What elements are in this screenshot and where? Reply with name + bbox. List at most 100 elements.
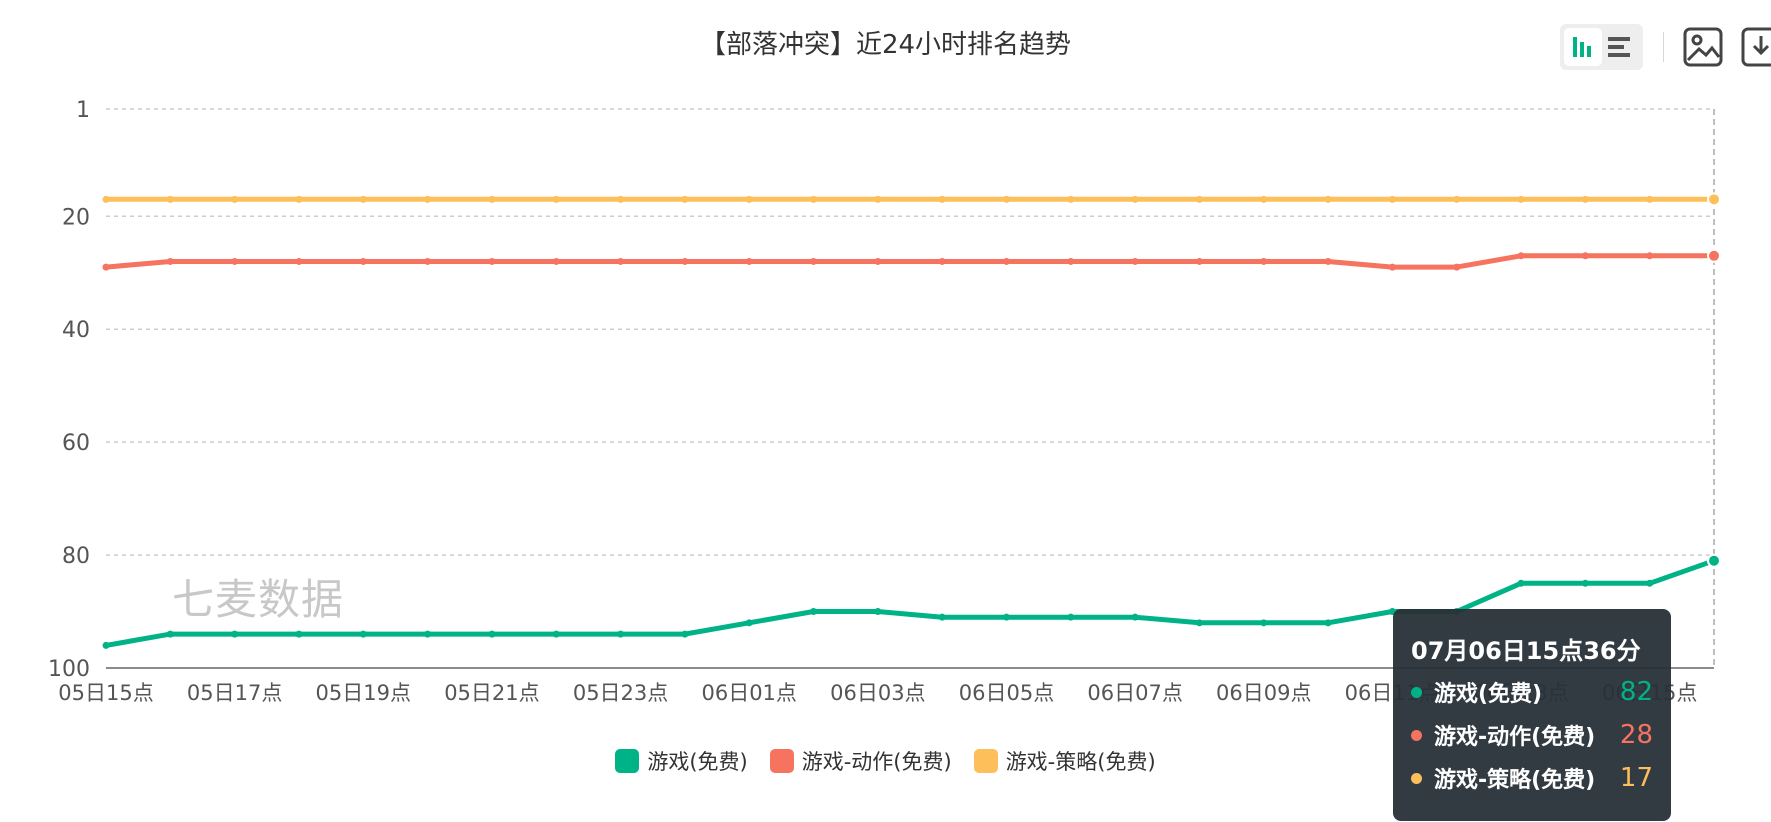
x-tick-label: 05日15点 (58, 681, 153, 705)
save-image-button[interactable] (1682, 26, 1724, 68)
legend-item-strategy-games[interactable]: 游戏-策略(免费) (973, 746, 1156, 776)
data-point (166, 195, 174, 203)
data-point (810, 257, 818, 265)
data-point (359, 257, 367, 265)
data-point (1517, 252, 1525, 260)
data-point (552, 630, 560, 638)
data-point (1388, 195, 1396, 203)
y-tick-label: 100 (48, 657, 90, 682)
legend-item-free-games[interactable]: 游戏(免费) (615, 746, 748, 776)
data-point (1581, 579, 1589, 587)
chart-type-toggle (1560, 24, 1643, 70)
data-point (102, 641, 110, 649)
data-point (166, 257, 174, 265)
data-point (745, 619, 753, 627)
tooltip-row: 游戏-动作(免费) 28 (1411, 720, 1653, 750)
data-point (617, 257, 625, 265)
data-point (874, 195, 882, 203)
y-tick-label: 20 (62, 205, 90, 230)
data-point (1131, 613, 1139, 621)
data-point (1707, 192, 1721, 207)
tooltip-series-name: 游戏-动作(免费) (1434, 725, 1596, 750)
image-icon (1683, 27, 1723, 67)
data-point (488, 195, 496, 203)
data-point (745, 257, 753, 265)
data-point (1260, 257, 1268, 265)
data-point (1002, 613, 1010, 621)
data-point (681, 630, 689, 638)
data-point (1195, 195, 1203, 203)
y-tick-label: 40 (62, 318, 90, 343)
data-point (231, 195, 239, 203)
data-point (295, 257, 303, 265)
legend-label: 游戏(免费) (647, 750, 748, 774)
list-view-button[interactable] (1601, 28, 1639, 66)
data-point (1517, 195, 1525, 203)
data-point (1131, 195, 1139, 203)
tooltip-dot (1411, 729, 1422, 741)
data-point (1067, 195, 1075, 203)
data-point (424, 257, 432, 265)
data-point (1195, 619, 1203, 627)
data-point (1517, 579, 1525, 587)
data-point (231, 257, 239, 265)
watermark: 七麦数据 (172, 575, 345, 624)
data-point (1324, 619, 1332, 627)
legend-swatch (769, 749, 794, 773)
data-point (1646, 579, 1654, 587)
data-point (617, 195, 625, 203)
data-point (681, 257, 689, 265)
x-tick-label: 06日07点 (1087, 681, 1182, 705)
data-point (231, 630, 239, 638)
data-point (1707, 553, 1721, 568)
x-tick-label: 05日23点 (573, 681, 668, 705)
y-tick-label: 60 (62, 431, 90, 456)
data-point (102, 195, 110, 203)
tooltip-dot (1411, 686, 1422, 698)
tooltip-value: 82 (1619, 677, 1653, 707)
tooltip-dot (1411, 772, 1422, 784)
x-tick-label: 05日17点 (187, 681, 282, 705)
legend-label: 游戏-动作(免费) (801, 750, 952, 774)
tooltip-row: 游戏-策略(免费) 17 (1411, 763, 1653, 793)
data-point (552, 195, 560, 203)
data-point (1707, 248, 1721, 263)
data-point (810, 608, 818, 616)
data-point (102, 263, 110, 271)
tooltip-value: 28 (1619, 720, 1653, 750)
list-icon (1608, 37, 1630, 57)
bar-chart-button[interactable] (1564, 28, 1602, 66)
data-point (424, 630, 432, 638)
x-tick-label: 05日21点 (444, 681, 539, 705)
legend-item-action-games[interactable]: 游戏-动作(免费) (769, 746, 952, 776)
tooltip-series-name: 游戏-策略(免费) (1434, 768, 1596, 793)
data-point (1002, 257, 1010, 265)
download-button[interactable] (1740, 26, 1771, 68)
data-point (295, 630, 303, 638)
data-point (874, 608, 882, 616)
data-point (1581, 252, 1589, 260)
legend: 游戏(免费) 游戏-动作(免费) 游戏-策略(免费) (0, 746, 1771, 776)
data-point (1260, 619, 1268, 627)
data-point (552, 257, 560, 265)
tooltip-title: 07月06日15点36分 (1411, 637, 1641, 665)
data-point (488, 630, 496, 638)
data-point (1453, 263, 1461, 271)
y-tick-label: 80 (62, 544, 90, 569)
tooltip-value: 17 (1619, 763, 1653, 793)
data-point (745, 195, 753, 203)
series-line (103, 253, 1717, 270)
data-point (1581, 195, 1589, 203)
y-tick-label: 1 (76, 98, 90, 123)
data-point (1131, 257, 1139, 265)
x-tick-label: 06日05点 (959, 681, 1054, 705)
data-point (1067, 257, 1075, 265)
data-point (488, 257, 496, 265)
x-tick-label: 06日01点 (701, 681, 796, 705)
chart-tooltip: 07月06日15点36分 游戏(免费) 82 游戏-动作(免费) 28 游戏-策… (1393, 609, 1671, 821)
data-point (1646, 252, 1654, 260)
x-tick-label: 06日03点 (830, 681, 925, 705)
data-point (938, 613, 946, 621)
data-point (617, 630, 625, 638)
data-point (938, 195, 946, 203)
